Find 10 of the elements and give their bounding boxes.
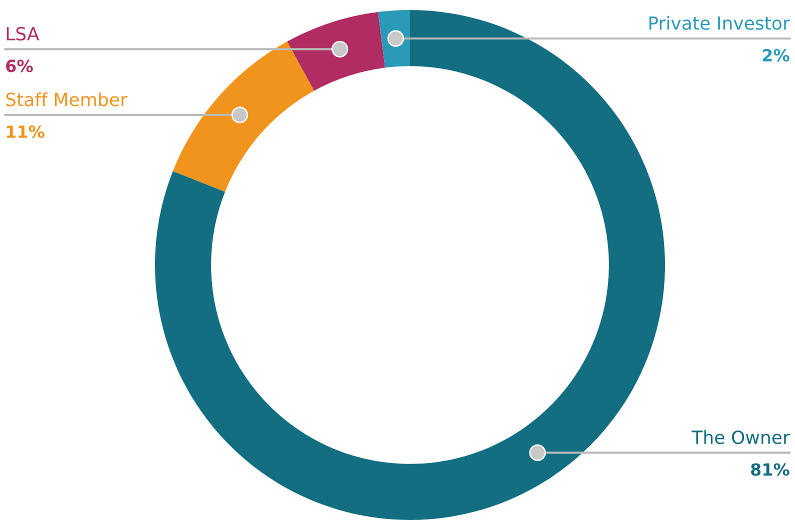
- data-label: 2%: [762, 48, 790, 62]
- slice-label: Private Investor: [649, 16, 790, 30]
- data-label: 11%: [6, 125, 44, 138]
- slice-label: Staff Member: [6, 92, 128, 106]
- donut-slice: [287, 12, 386, 91]
- data-label: 6%: [6, 60, 33, 72]
- slice-label: LSA: [6, 26, 40, 41]
- donut-slice: [172, 42, 314, 192]
- slice-label: The Owner: [692, 430, 790, 444]
- data-label: 81%: [751, 463, 790, 476]
